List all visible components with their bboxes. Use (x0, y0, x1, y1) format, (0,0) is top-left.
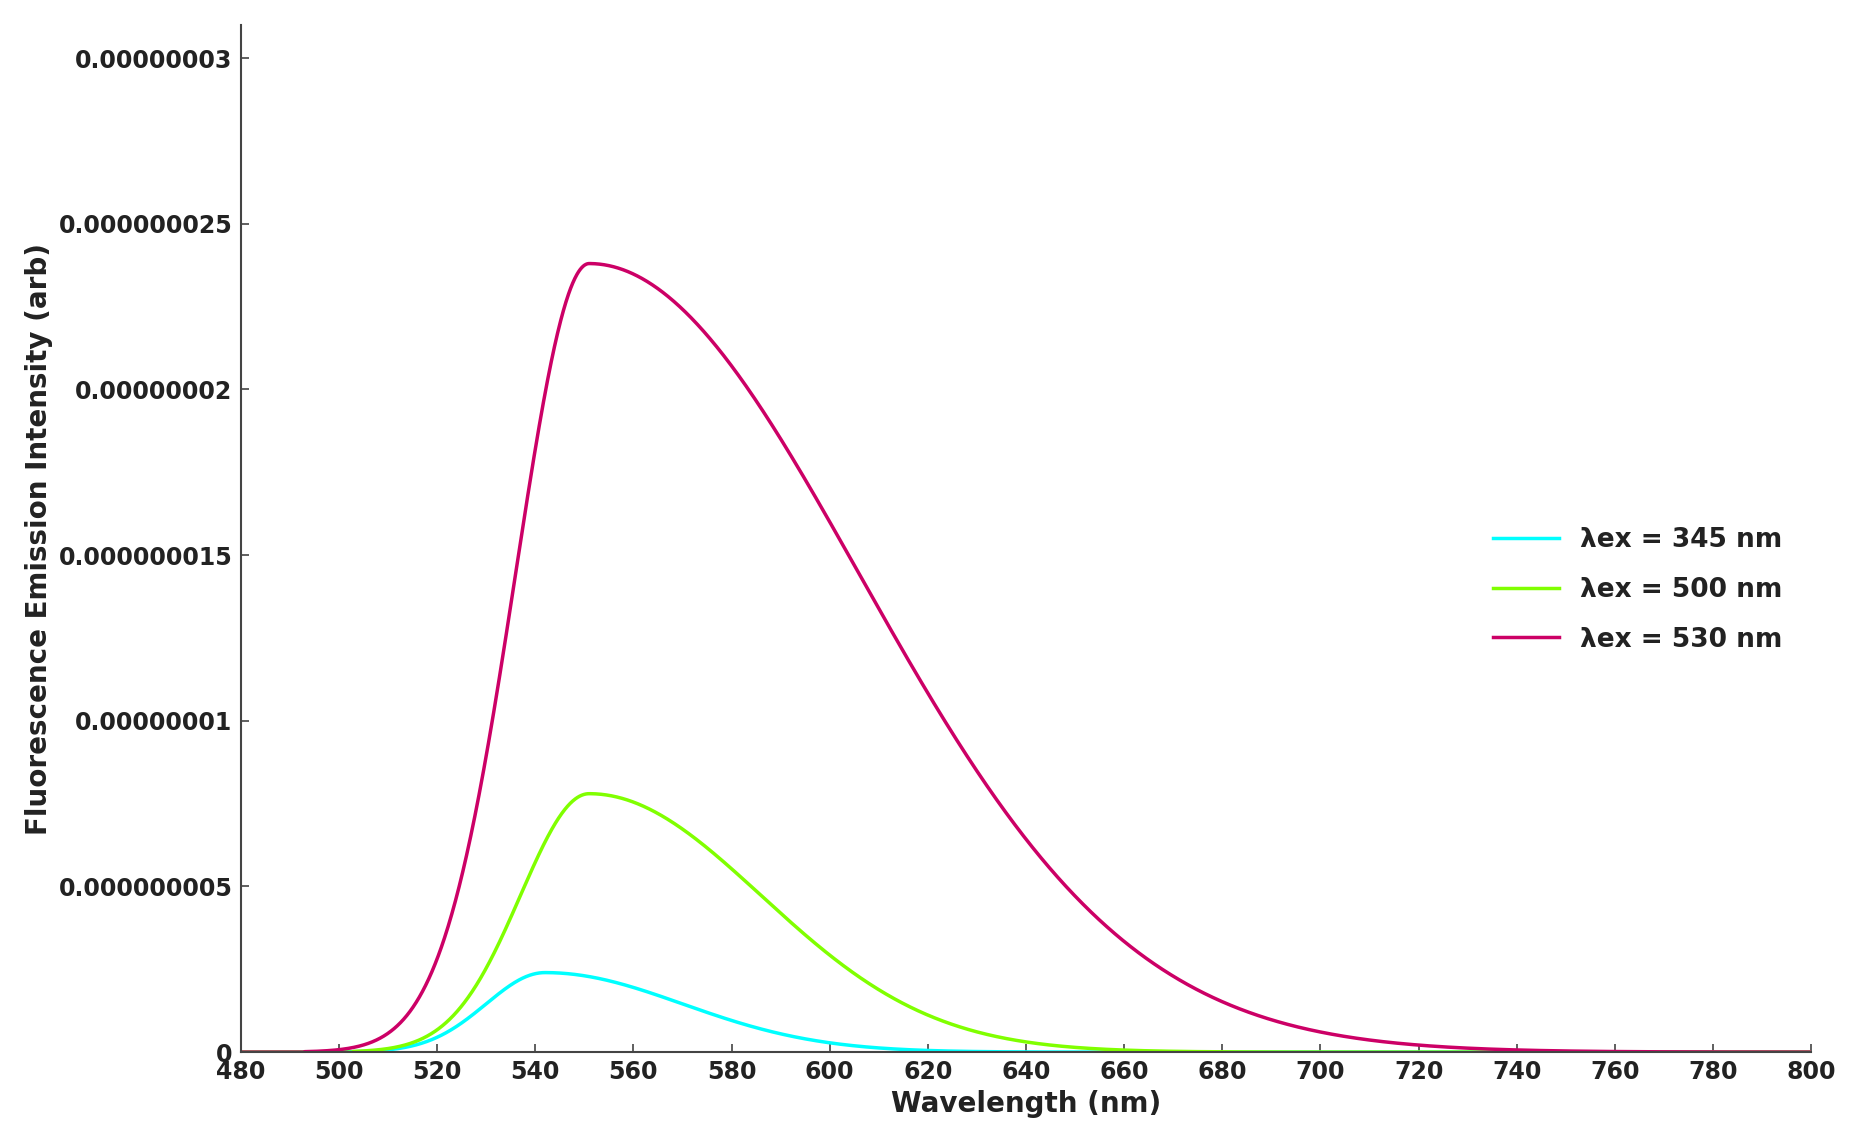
λex = 500 nm (1770, 1045, 1792, 1058)
λex = 530 nm (1770, 1045, 1792, 1058)
λex = 345 nm (1770, 1045, 1792, 1058)
λex = 530 nm (1800, 1045, 1822, 1058)
λex = 530 nm (409, 990, 432, 1004)
λex = 345 nm (502, 976, 525, 990)
λex = 530 nm (832, 539, 854, 553)
λex = 345 nm (409, 1037, 432, 1050)
λex = 500 nm (409, 1033, 432, 1047)
λex = 500 nm (1800, 1045, 1822, 1058)
λex = 500 nm (901, 1001, 923, 1015)
Line: λex = 530 nm: λex = 530 nm (240, 264, 1811, 1052)
λex = 500 nm (229, 1045, 251, 1058)
λex = 500 nm (832, 959, 854, 973)
Y-axis label: Fluorescence Emission Intensity (arb): Fluorescence Emission Intensity (arb) (24, 242, 52, 834)
λex = 345 nm (832, 1038, 854, 1052)
λex = 530 nm (229, 1045, 251, 1058)
λex = 500 nm (1600, 1045, 1623, 1058)
λex = 345 nm (229, 1045, 251, 1058)
λex = 530 nm (901, 658, 923, 672)
Line: λex = 500 nm: λex = 500 nm (240, 793, 1811, 1052)
λex = 345 nm (1800, 1045, 1822, 1058)
λex = 530 nm (1600, 1045, 1623, 1058)
λex = 500 nm (502, 905, 525, 919)
X-axis label: Wavelength (nm): Wavelength (nm) (891, 1090, 1161, 1118)
Line: λex = 345 nm: λex = 345 nm (240, 973, 1811, 1052)
λex = 500 nm (579, 786, 601, 800)
λex = 345 nm (901, 1042, 923, 1056)
λex = 345 nm (1600, 1045, 1623, 1058)
λex = 345 nm (534, 966, 556, 980)
λex = 530 nm (579, 257, 601, 271)
Legend: λex = 345 nm, λex = 500 nm, λex = 530 nm: λex = 345 nm, λex = 500 nm, λex = 530 nm (1493, 527, 1783, 653)
λex = 530 nm (502, 583, 525, 597)
